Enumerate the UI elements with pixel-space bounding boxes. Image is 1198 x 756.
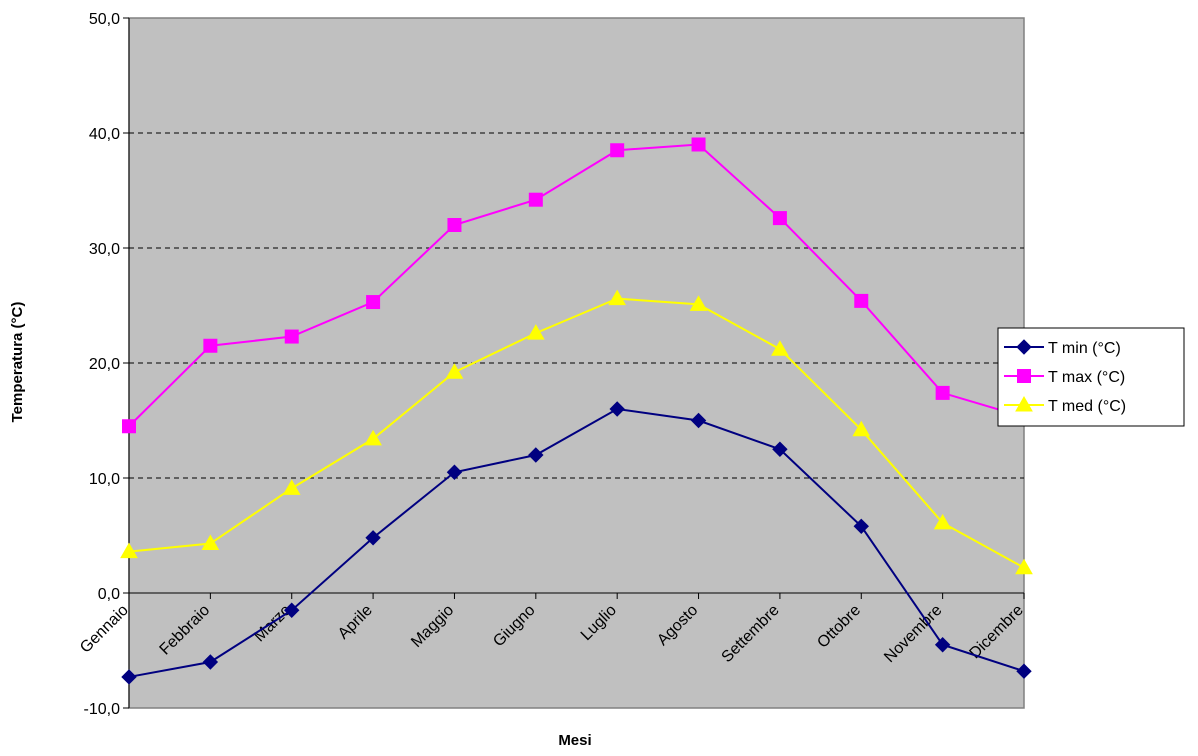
data-point [772, 441, 788, 457]
legend-label: T med (°C) [1048, 398, 1126, 415]
legend-marker [1016, 339, 1032, 355]
series-1 [121, 401, 1032, 685]
data-point [528, 447, 544, 463]
data-point [689, 295, 708, 311]
data-point [364, 429, 382, 446]
y-tick-label: 20,0 [89, 356, 120, 373]
data-point [933, 513, 952, 530]
data-point [447, 218, 462, 232]
data-point [609, 401, 625, 417]
data-point [203, 338, 218, 353]
y-tick-label: 0,0 [98, 586, 120, 603]
x-tick-label: Gennaio [77, 602, 132, 657]
legend: T min (°C) T max (°C) T med (°C) [997, 327, 1185, 427]
data-point [122, 419, 136, 434]
data-point [120, 542, 138, 559]
series-line [128, 143, 1025, 427]
data-point [445, 363, 464, 379]
y-tick-label: 10,0 [89, 471, 120, 488]
data-point [691, 137, 706, 152]
data-point [934, 637, 951, 653]
data-point [284, 329, 299, 344]
data-point [201, 534, 220, 551]
data-point [1016, 663, 1032, 679]
data-point [446, 464, 463, 480]
data-point [528, 192, 543, 207]
data-point [121, 669, 137, 685]
data-point [610, 143, 625, 158]
legend-marker [1015, 395, 1033, 412]
y-tick-label: 50,0 [89, 11, 120, 28]
series-line [128, 297, 1025, 569]
data-point [854, 293, 869, 308]
data-point [771, 340, 789, 356]
y-tick-label: 30,0 [89, 241, 120, 258]
data-point [526, 324, 545, 340]
legend-label: T min (°C) [1048, 340, 1121, 357]
data-point [852, 420, 871, 437]
y-tick-label: 40,0 [89, 126, 120, 143]
data-point [365, 530, 381, 546]
data-point [608, 289, 627, 306]
data-point [690, 412, 707, 429]
data-point [1015, 558, 1033, 575]
legend-label: T max (°C) [1048, 369, 1125, 386]
data-point [202, 654, 219, 670]
data-point [282, 479, 301, 495]
data-point [935, 385, 950, 400]
y-axis: -10,0 0,0 10,0 20,0 30,0 40,0 50,0 [84, 11, 130, 718]
y-tick-label: -10,0 [84, 701, 121, 718]
series-3 [120, 289, 1033, 575]
data-point [772, 211, 787, 226]
data-point [853, 518, 869, 535]
legend-marker [1017, 369, 1031, 383]
x-axis-title: Mesi [558, 732, 591, 749]
y-axis-title: Temperatura (°C) [9, 302, 26, 423]
series-line [128, 407, 1025, 678]
data-point [284, 602, 300, 618]
data-point [366, 295, 381, 310]
